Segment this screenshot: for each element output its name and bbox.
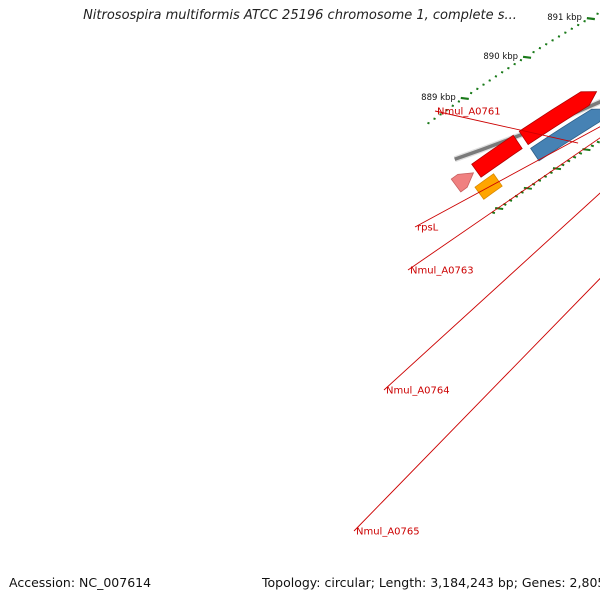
minor-tick — [476, 87, 479, 91]
gene-arrow-nmul_a0761[interactable] — [518, 91, 598, 146]
minor-tick — [433, 117, 436, 121]
gene-labels: Nmul_A0761 rpsL Nmul_A0763 Nmul_A0764 Nmul_A… — [353, 107, 600, 538]
gene-label-nmul_a0763[interactable]: Nmul_A0763 — [410, 266, 474, 277]
minor-tick — [519, 58, 523, 62]
minor-tick — [427, 121, 430, 125]
minor-tick — [551, 39, 554, 42]
minor-tick — [469, 91, 473, 95]
minor-tick — [596, 12, 599, 15]
gene-leader-line — [383, 192, 600, 391]
tick-label: 890 kbp — [483, 52, 518, 62]
inner-tick — [596, 140, 600, 144]
minor-tick — [564, 31, 567, 34]
inner-tick — [523, 186, 532, 190]
gene-label-nmul_a0761[interactable]: Nmul_A0761 — [437, 107, 501, 118]
minor-tick — [439, 113, 442, 116]
gene-label-nmul_a0765[interactable]: Nmul_A0765 — [356, 527, 420, 538]
tick-label: 889 kbp — [421, 93, 456, 103]
inner-tick — [566, 159, 571, 163]
minor-tick — [557, 35, 561, 38]
backbone-line — [454, 99, 600, 161]
minor-tick — [570, 27, 574, 31]
gene-features — [450, 91, 600, 200]
major-tick — [586, 17, 596, 21]
gene-arrow-orange[interactable] — [474, 173, 503, 200]
major-tick — [522, 55, 532, 59]
minor-tick — [583, 19, 586, 23]
minor-tick — [494, 75, 498, 78]
minor-tick — [451, 104, 455, 108]
gene-leader-line — [414, 126, 600, 228]
topology-text: Topology: circular; Length: 3,184,243 bp… — [262, 575, 600, 590]
inner-tick — [590, 144, 595, 148]
inner-tick — [495, 207, 504, 211]
minor-tick — [488, 79, 491, 82]
accession-text: Accession: NC_007614 — [9, 575, 152, 590]
inner-tick — [552, 167, 562, 171]
minor-tick — [500, 71, 504, 74]
tick-label: 891 kbp — [547, 13, 582, 23]
minor-tick — [532, 50, 535, 54]
inner-tick — [578, 151, 583, 155]
gene-arrow-top[interactable] — [450, 172, 475, 193]
inner-tick — [572, 155, 577, 159]
minor-tick — [445, 108, 448, 112]
gene-leader-line — [353, 277, 600, 532]
gene-label-rpsl[interactable]: rpsL — [417, 223, 439, 234]
gene-label-nmul_a0764[interactable]: Nmul_A0764 — [386, 386, 450, 397]
minor-tick — [544, 42, 548, 46]
minor-tick — [576, 23, 580, 27]
minor-tick — [507, 66, 510, 70]
map-title: Nitrosospira multiformis ATCC 25196 chro… — [83, 8, 517, 23]
minor-tick — [457, 100, 461, 103]
gene-leader-line — [434, 110, 579, 144]
minor-tick — [513, 62, 516, 66]
gene-leader-line — [407, 137, 600, 271]
minor-tick — [482, 83, 485, 86]
major-tick — [460, 96, 469, 101]
minor-tick — [538, 46, 542, 50]
gene-arrow-nmul_a0761[interactable] — [471, 134, 523, 178]
chromosome-backbone — [453, 98, 600, 163]
